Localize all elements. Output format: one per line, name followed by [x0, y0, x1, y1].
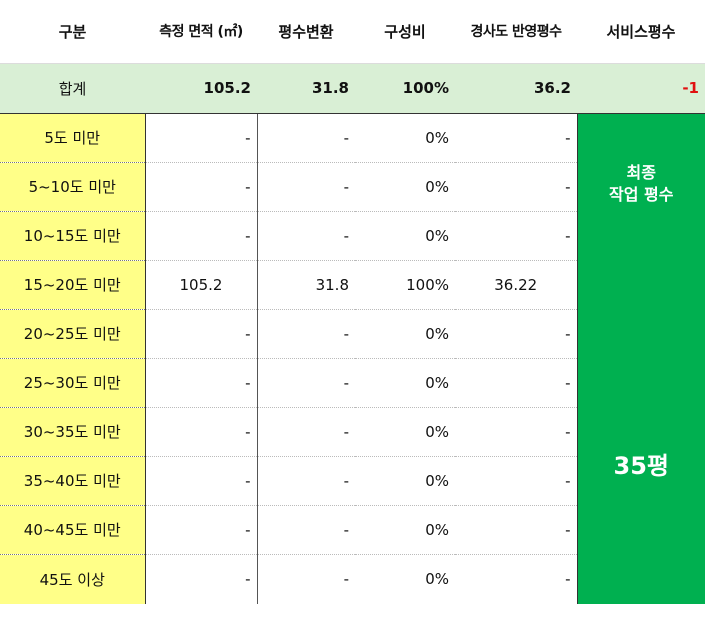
- row-pyeong: -: [343, 128, 349, 147]
- table-row: 15~20도 미만 105.2 31.8 100% 36.22: [0, 259, 705, 310]
- row-area: -: [145, 406, 258, 457]
- row-slope-pyeong: -: [455, 504, 577, 555]
- table-row: 5도 미만 - - 0% - 최종 작업 평수 35평: [0, 113, 705, 604]
- row-label: 15~20도 미만: [0, 259, 146, 310]
- row-area: -: [145, 504, 258, 555]
- row-slope-pyeong: -: [455, 357, 577, 408]
- row-area: -: [145, 455, 258, 506]
- table-row: 35~40도 미만 - - 0% -: [0, 455, 705, 506]
- row-area: -: [145, 308, 258, 359]
- row-ratio: 0%: [355, 357, 455, 408]
- header-slope-pyeong: 경사도 반영평수: [455, 0, 577, 63]
- header-category: 구분: [0, 0, 145, 63]
- row-slope-pyeong: -: [455, 210, 577, 261]
- table-row: 25~30도 미만 - - 0% -: [0, 357, 705, 408]
- table-row: 5~10도 미만 - - 0% -: [0, 161, 705, 212]
- row-label: 25~30도 미만: [0, 357, 146, 408]
- header-composition-ratio: 구성비: [355, 0, 455, 63]
- total-area: 105.2: [145, 62, 257, 114]
- table-row: 10~15도 미만 - - 0% -: [0, 210, 705, 261]
- row-ratio: 100%: [355, 259, 455, 310]
- row-area: -: [145, 210, 258, 261]
- table-row: 45도 이상 - - 0% -: [0, 553, 705, 604]
- table-row: 40~45도 미만 - - 0% -: [0, 504, 705, 555]
- row-pyeong: -: [257, 357, 355, 408]
- row-label: 10~15도 미만: [0, 210, 146, 261]
- slope-area-table: 구분 측정 면적 (㎡) 평수변환 구성비 경사도 반영평수 서비스평수 합계 …: [0, 0, 705, 604]
- row-ratio: 0%: [355, 308, 455, 359]
- row-pyeong: -: [257, 308, 355, 359]
- row-label: 35~40도 미만: [0, 455, 146, 506]
- row-label: 40~45도 미만: [0, 504, 146, 555]
- header-row: 구분 측정 면적 (㎡) 평수변환 구성비 경사도 반영평수 서비스평수: [0, 0, 705, 63]
- table-row: 30~35도 미만 - - 0% -: [0, 406, 705, 457]
- final-pyeong-value: 35평: [613, 451, 669, 480]
- row-area: -: [145, 553, 258, 604]
- row-area: 105.2: [145, 259, 258, 310]
- header-pyeong-conversion: 평수변환: [257, 0, 355, 63]
- total-pyeong: 31.8: [257, 62, 355, 114]
- row-pyeong: -: [257, 161, 355, 212]
- row-label: 5도 미만: [0, 113, 146, 163]
- row-slope-pyeong: -: [455, 308, 577, 359]
- final-title-line2: 작업 평수: [609, 184, 674, 204]
- row-pyeong: -: [257, 553, 355, 604]
- total-label: 합계: [0, 62, 145, 114]
- row-label: 5~10도 미만: [0, 161, 146, 212]
- row-label: 20~25도 미만: [0, 308, 146, 359]
- row-slope-pyeong: 36.22: [455, 259, 577, 310]
- row-slope-pyeong: -: [565, 128, 571, 147]
- row-pyeong: -: [257, 406, 355, 457]
- row-ratio: 0%: [355, 161, 455, 212]
- header-service-pyeong: 서비스평수: [577, 0, 705, 63]
- row-area: -: [145, 113, 258, 163]
- row-pyeong: 31.8: [257, 259, 355, 310]
- table-row: 20~25도 미만 - - 0% -: [0, 308, 705, 359]
- row-pyeong: -: [257, 455, 355, 506]
- final-title-line1: 최종: [626, 162, 656, 182]
- total-slope-pyeong: 36.2: [455, 62, 577, 114]
- row-pyeong: -: [257, 210, 355, 261]
- row-ratio: 0%: [425, 128, 449, 147]
- header-measured-area: 측정 면적 (㎡): [145, 0, 257, 63]
- total-row: 합계 105.2 31.8 100% 36.2 -1: [0, 62, 705, 114]
- final-pyeong-box: 최종 작업 평수 35평: [576, 113, 705, 604]
- row-area: -: [145, 161, 258, 212]
- row-label: 45도 이상: [0, 553, 146, 604]
- row-slope-pyeong: -: [455, 406, 577, 457]
- total-service-pyeong: -1: [577, 62, 705, 114]
- row-pyeong: -: [257, 504, 355, 555]
- row-ratio: 0%: [355, 504, 455, 555]
- row-ratio: 0%: [355, 553, 455, 604]
- row-area: -: [145, 357, 258, 408]
- row-ratio: 0%: [355, 455, 455, 506]
- row-ratio: 0%: [355, 210, 455, 261]
- row-slope-pyeong: -: [455, 455, 577, 506]
- row-slope-pyeong: -: [455, 161, 577, 212]
- row-ratio: 0%: [355, 406, 455, 457]
- total-ratio: 100%: [355, 62, 455, 114]
- row-slope-pyeong: -: [455, 553, 577, 604]
- row-label: 30~35도 미만: [0, 406, 146, 457]
